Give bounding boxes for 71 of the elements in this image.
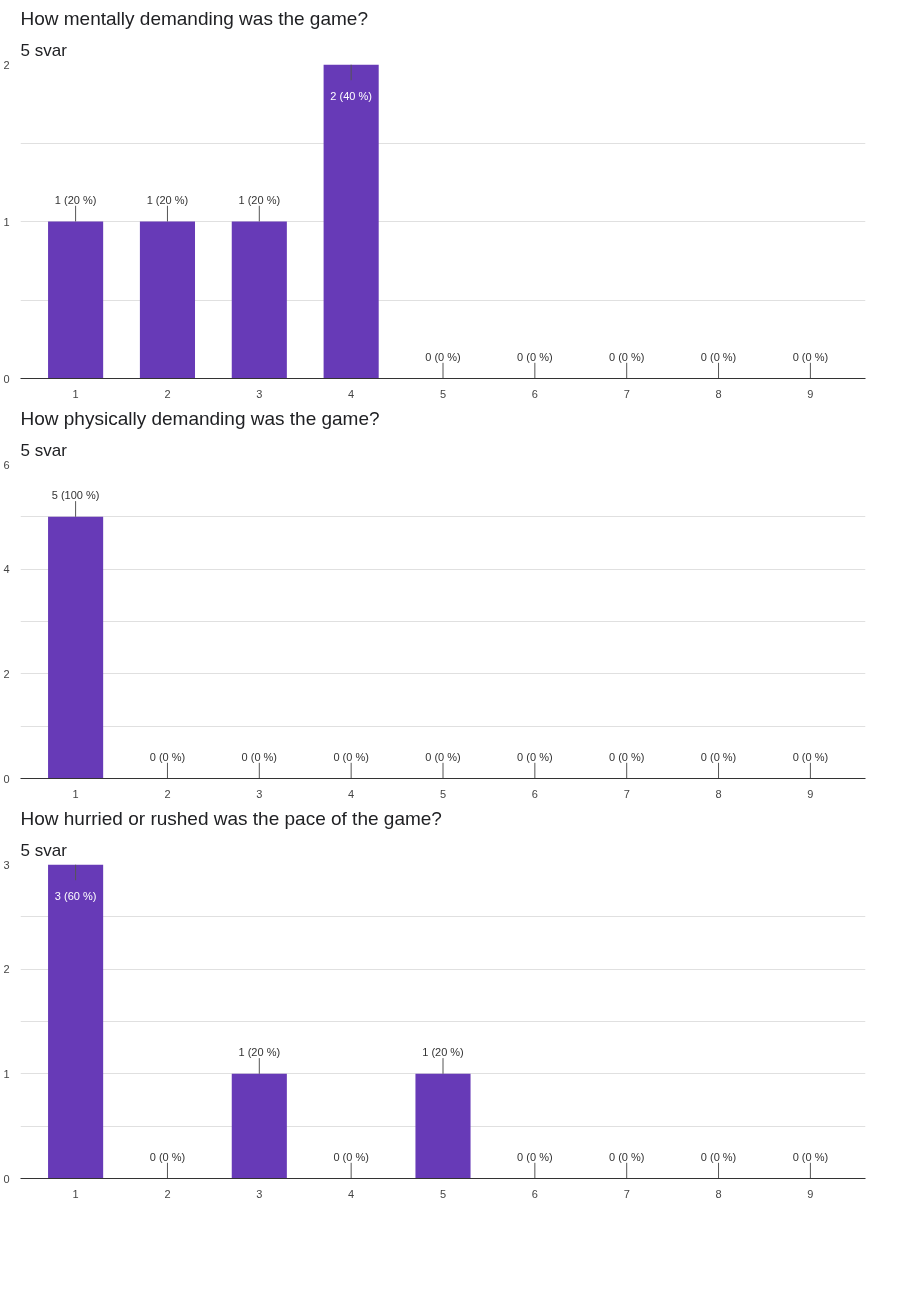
data-label: 0 (0 %) (149, 750, 186, 763)
x-tick-label: 7 (623, 1187, 630, 1200)
x-tick-label: 7 (623, 787, 630, 800)
data-label: 0 (0 %) (333, 1150, 369, 1163)
x-tick-label: 6 (531, 387, 538, 400)
x-tick-label: 1 (72, 787, 79, 800)
x-tick-label: 2 (164, 787, 171, 800)
y-tick-label: 2 (3, 963, 10, 976)
x-tick-label: 4 (348, 787, 355, 800)
y-tick-label: 4 (3, 563, 10, 576)
x-tick-label: 6 (531, 1187, 538, 1200)
x-tick-label: 9 (807, 787, 814, 800)
y-tick-label: 0 (3, 1172, 10, 1185)
y-tick-label: 2 (3, 58, 10, 71)
data-label: 0 (0 %) (333, 750, 369, 763)
data-label: 1 (20 %) (238, 193, 281, 206)
data-label: 1 (20 %) (238, 1046, 281, 1059)
data-label: 2 (40 %) (330, 89, 372, 102)
x-tick-label: 2 (164, 387, 171, 400)
data-label: 0 (0 %) (425, 750, 461, 763)
data-label: 0 (0 %) (517, 1150, 553, 1163)
data-label: 0 (0 %) (792, 1150, 829, 1163)
data-label: 0 (0 %) (608, 350, 645, 363)
x-tick-label: 6 (531, 787, 538, 800)
data-label: 0 (0 %) (608, 750, 645, 763)
chart-title: How mentally demanding was the game? (20, 7, 368, 29)
data-label: 5 (100 %) (51, 489, 100, 502)
chart-subtitle: 5 svar (20, 440, 68, 460)
y-tick-label: 3 (3, 858, 10, 871)
data-label: 0 (0 %) (608, 1150, 645, 1163)
x-tick-label: 1 (72, 387, 79, 400)
data-label: 0 (0 %) (241, 750, 278, 763)
x-tick-label: 9 (807, 1187, 814, 1200)
y-tick-label: 2 (3, 667, 10, 680)
y-tick-label: 6 (3, 458, 10, 471)
x-tick-label: 9 (807, 387, 814, 400)
x-tick-label: 7 (623, 387, 630, 400)
data-label: 0 (0 %) (700, 750, 737, 763)
chart-title: How physically demanding was the game? (20, 407, 380, 429)
y-tick-label: 0 (3, 772, 10, 785)
data-label: 0 (0 %) (517, 350, 553, 363)
x-tick-label: 1 (72, 1187, 79, 1200)
x-tick-label: 3 (256, 787, 263, 800)
x-tick-label: 3 (256, 1187, 263, 1200)
data-label: 3 (60 %) (54, 889, 97, 902)
data-label: 0 (0 %) (425, 350, 461, 363)
x-tick-label: 5 (439, 1187, 447, 1200)
x-tick-label: 5 (439, 387, 447, 400)
x-tick-label: 4 (348, 387, 355, 400)
x-tick-label: 5 (439, 787, 447, 800)
data-label: 0 (0 %) (792, 350, 829, 363)
data-label: 0 (0 %) (792, 750, 829, 763)
x-tick-label: 8 (715, 1187, 722, 1200)
data-label: 0 (0 %) (517, 750, 553, 763)
data-label: 0 (0 %) (700, 350, 737, 363)
chart-subtitle: 5 svar (20, 840, 68, 860)
data-label: 0 (0 %) (149, 1150, 186, 1163)
x-tick-label: 3 (256, 387, 263, 400)
x-tick-label: 8 (715, 787, 722, 800)
data-label: 1 (20 %) (54, 193, 97, 206)
data-label: 0 (0 %) (700, 1150, 737, 1163)
y-tick-label: 1 (3, 1067, 10, 1080)
x-tick-label: 8 (715, 387, 722, 400)
y-tick-label: 1 (3, 215, 10, 228)
data-label: 1 (20 %) (146, 193, 189, 206)
x-tick-label: 2 (164, 1187, 171, 1200)
y-tick-label: 0 (3, 372, 10, 385)
x-tick-label: 4 (348, 1187, 355, 1200)
chart-subtitle: 5 svar (20, 40, 68, 60)
data-label: 1 (20 %) (422, 1046, 464, 1059)
chart-title: How hurried or rushed was the pace of the game? (20, 807, 442, 829)
